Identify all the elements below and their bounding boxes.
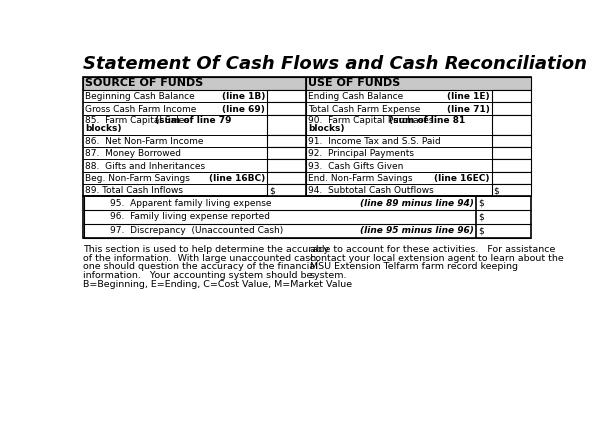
Text: 96.  Family living expense reported: 96. Family living expense reported: [110, 212, 270, 221]
Text: 95.  Apparent family living expense: 95. Apparent family living expense: [110, 198, 271, 207]
Text: information.   Your accounting system should be: information. Your accounting system shou…: [83, 271, 312, 280]
Text: 87.  Money Borrowed: 87. Money Borrowed: [85, 149, 181, 158]
Text: Beginning Cash Balance: Beginning Cash Balance: [85, 92, 195, 101]
Text: (line 1E): (line 1E): [447, 92, 490, 101]
Bar: [492, 172, 531, 184]
Bar: [492, 115, 531, 134]
Bar: [492, 90, 531, 102]
Text: (line 69): (line 69): [222, 104, 265, 114]
Text: (line 1B): (line 1B): [221, 92, 265, 101]
Text: 90.  Farm Capital Purchases: 90. Farm Capital Purchases: [308, 116, 440, 125]
Text: Beg. Non-Farm Savings: Beg. Non-Farm Savings: [85, 174, 190, 183]
Text: (sum of line 79: (sum of line 79: [155, 116, 232, 125]
Bar: [83, 196, 531, 238]
Text: 85.  Farm Capital Sales: 85. Farm Capital Sales: [85, 116, 195, 125]
Bar: [267, 115, 306, 134]
Text: 97.  Discrepancy  (Unaccounted Cash): 97. Discrepancy (Unaccounted Cash): [110, 226, 283, 235]
Text: $: $: [478, 226, 484, 235]
Bar: [267, 134, 306, 147]
Text: blocks): blocks): [85, 124, 122, 133]
Text: contact your local extension agent to learn about the: contact your local extension agent to le…: [310, 254, 563, 263]
Bar: [267, 90, 306, 102]
Text: $: $: [478, 198, 484, 207]
Text: B=Beginning, E=Ending, C=Cost Value, M=Market Value: B=Beginning, E=Ending, C=Cost Value, M=M…: [83, 280, 352, 289]
Text: $: $: [493, 186, 499, 195]
Text: USE OF FUNDS: USE OF FUNDS: [308, 78, 401, 88]
Bar: [492, 102, 531, 115]
Bar: [267, 147, 306, 159]
Bar: [83, 77, 531, 196]
Text: Ending Cash Balance: Ending Cash Balance: [308, 92, 404, 101]
Bar: [267, 159, 306, 172]
Text: able to account for these activities.   For assistance: able to account for these activities. Fo…: [310, 246, 555, 254]
Text: SOURCE OF FUNDS: SOURCE OF FUNDS: [85, 78, 203, 88]
Text: (line 16EC): (line 16EC): [434, 174, 490, 183]
Text: Gross Cash Farm Income: Gross Cash Farm Income: [85, 104, 196, 114]
Text: (sum of line 81: (sum of line 81: [389, 116, 466, 125]
Bar: [267, 102, 306, 115]
Text: 92.  Principal Payments: 92. Principal Payments: [308, 149, 414, 158]
Bar: [267, 172, 306, 184]
Text: Statement Of Cash Flows and Cash Reconciliation: Statement Of Cash Flows and Cash Reconci…: [83, 55, 587, 73]
Text: 89. Total Cash Inflows: 89. Total Cash Inflows: [85, 186, 183, 195]
Text: MSU Extension Telfarm farm record keeping: MSU Extension Telfarm farm record keepin…: [310, 263, 518, 271]
Text: (line 89 minus line 94): (line 89 minus line 94): [360, 198, 474, 207]
Bar: [492, 184, 531, 196]
Text: Total Cash Farm Expense: Total Cash Farm Expense: [308, 104, 421, 114]
Text: of the information.  With large unaccounted cash,: of the information. With large unaccount…: [83, 254, 319, 263]
Text: (line 71): (line 71): [447, 104, 490, 114]
Text: 94.  Subtotal Cash Outflows: 94. Subtotal Cash Outflows: [308, 186, 434, 195]
Text: one should question the accuracy of the financial: one should question the accuracy of the …: [83, 263, 317, 271]
Text: 91.  Income Tax and S.S. Paid: 91. Income Tax and S.S. Paid: [308, 137, 441, 146]
Text: $: $: [269, 186, 275, 195]
Text: (line 95 minus line 96): (line 95 minus line 96): [360, 226, 474, 235]
Bar: [306, 77, 531, 90]
Bar: [492, 159, 531, 172]
Bar: [83, 77, 306, 90]
Text: 86.  Net Non-Farm Income: 86. Net Non-Farm Income: [85, 137, 203, 146]
Text: (line 16BC): (line 16BC): [209, 174, 265, 183]
Bar: [492, 147, 531, 159]
Text: blocks): blocks): [308, 124, 345, 133]
Text: $: $: [478, 212, 484, 221]
Text: system.: system.: [310, 271, 347, 280]
Text: End. Non-Farm Savings: End. Non-Farm Savings: [308, 174, 413, 183]
Bar: [267, 184, 306, 196]
Text: 88.  Gifts and Inheritances: 88. Gifts and Inheritances: [85, 162, 205, 171]
Bar: [492, 134, 531, 147]
Text: This section is used to help determine the accuracy: This section is used to help determine t…: [83, 246, 329, 254]
Text: 93.  Cash Gifts Given: 93. Cash Gifts Given: [308, 162, 404, 171]
